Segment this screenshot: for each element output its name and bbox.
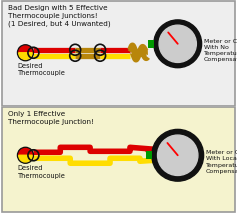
Text: Meter or Chip
With No
Temperature
Compensation: Meter or Chip With No Temperature Compen… [204,39,237,62]
FancyBboxPatch shape [148,40,154,48]
FancyBboxPatch shape [146,151,152,159]
Wedge shape [19,155,32,162]
Circle shape [18,45,33,61]
Wedge shape [19,46,32,53]
Wedge shape [19,149,32,155]
Text: Meter or Chip
With Local
Temperature
Compensation: Meter or Chip With Local Temperature Com… [205,150,237,174]
Circle shape [158,135,198,176]
Text: Desired
Thermocouple: Desired Thermocouple [18,165,65,179]
Circle shape [154,20,202,68]
Circle shape [152,129,204,181]
Circle shape [18,147,33,163]
Text: Desired
Thermocouple: Desired Thermocouple [18,63,65,76]
FancyBboxPatch shape [2,1,235,105]
Text: Only 1 Effective
Thermocouple Junction!: Only 1 Effective Thermocouple Junction! [8,111,94,125]
Circle shape [159,25,196,62]
Wedge shape [19,53,32,59]
Text: Bad Design with 5 Effective
Thermocouple Junctions!
(1 Desired, but 4 Unwanted): Bad Design with 5 Effective Thermocouple… [8,5,110,27]
FancyBboxPatch shape [2,108,235,212]
